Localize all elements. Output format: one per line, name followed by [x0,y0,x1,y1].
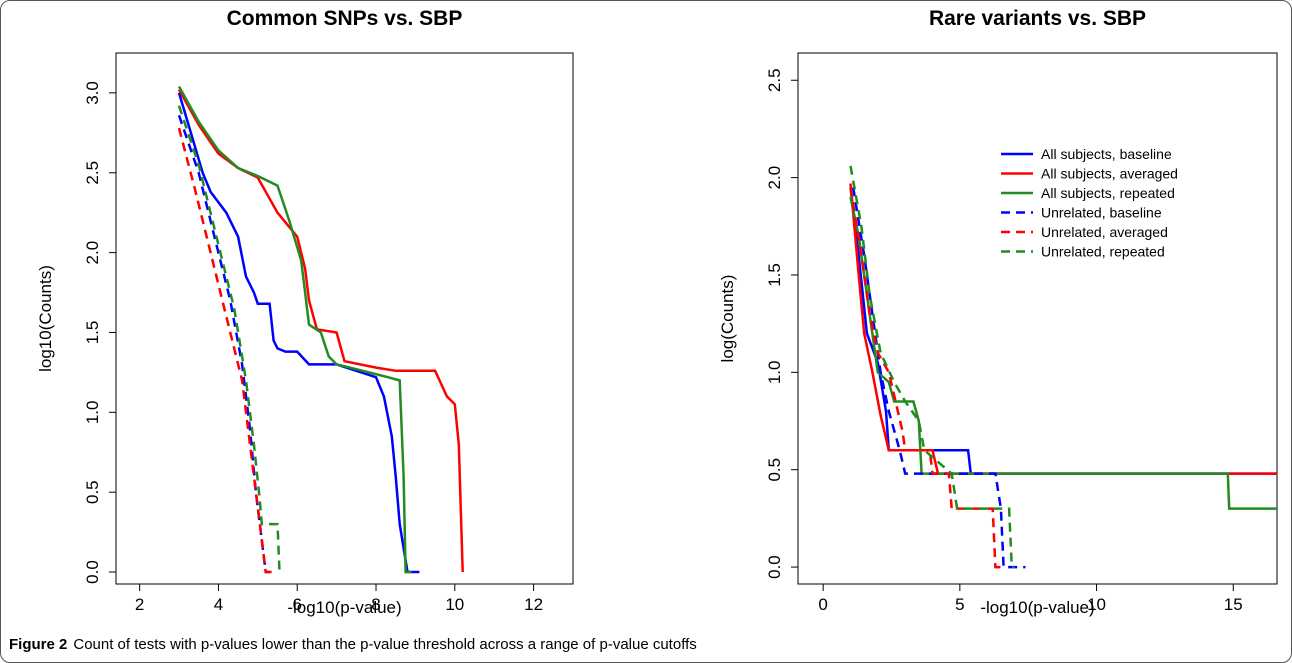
series-line [849,183,1277,475]
y-tick-label: 2.0 [83,241,102,265]
series-line [849,187,1277,475]
y-tick-label: 0.5 [83,480,102,504]
y-tick-label: 2.5 [765,68,784,92]
series-line [849,165,1015,569]
y-tick-label: 3.0 [83,81,102,105]
plot-box [115,52,574,585]
x-tick-label: 8 [371,595,380,614]
x-axis-label: -log10(p-value) [287,598,401,617]
y-tick-label: 0.0 [83,560,102,584]
x-tick-label: 15 [1224,595,1243,614]
y-tick-label: 1.0 [83,401,102,425]
series-line [177,105,282,574]
y-tick-label: 1.5 [765,263,784,287]
legend-label: All subjects, repeated [1041,185,1175,201]
x-tick-label: 10 [445,595,464,614]
series-line [177,114,270,574]
x-axis-label: -log10(p-value) [980,598,1094,617]
y-tick-label: 2.5 [83,161,102,185]
y-axis-label: log10(Counts) [36,265,55,372]
y-tick-label: 1.0 [765,361,784,385]
legend-label: All subjects, averaged [1041,166,1178,182]
legend-label: Unrelated, baseline [1041,205,1162,221]
x-tick-label: 4 [214,595,223,614]
plot-box [797,52,1278,585]
y-tick-label: 0.0 [765,555,784,579]
x-tick-label: 12 [524,595,543,614]
chart-title: Common SNPs vs. SBP [227,7,463,30]
series-line [851,187,1026,569]
legend-label: Unrelated, averaged [1041,224,1168,240]
series-line [177,92,420,574]
caption-text: Count of tests with p-values lower than … [73,636,696,653]
x-tick-label: 0 [818,595,827,614]
x-tick-label: 5 [955,595,964,614]
series-line [177,127,274,574]
caption: Figure 2 Count of tests with p-values low… [9,636,697,653]
y-tick-label: 0.5 [765,458,784,482]
y-tick-label: 1.5 [83,321,102,345]
legend-label: All subjects, baseline [1041,146,1172,162]
plot-area [849,165,1277,569]
y-tick-label: 2.0 [765,166,784,190]
series-line [177,85,412,574]
x-tick-label: 10 [1087,595,1106,614]
caption-label: Figure 2 [9,636,67,653]
x-tick-label: 6 [292,595,301,614]
y-axis-label: log(Counts) [718,275,737,363]
series-line [177,89,464,573]
chart-title: Rare variants vs. SBP [929,7,1146,30]
legend-label: Unrelated, repeated [1041,244,1165,260]
x-tick-label: 2 [135,595,144,614]
plot-area [177,85,464,574]
